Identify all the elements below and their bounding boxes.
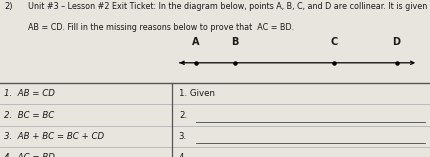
Text: 1.  AB = CD: 1. AB = CD	[4, 89, 55, 98]
Text: 3.  AB + BC = BC + CD: 3. AB + BC = BC + CD	[4, 132, 104, 141]
Text: A: A	[192, 37, 200, 47]
Text: 2): 2)	[4, 2, 13, 11]
Text: AB = CD. Fill in the missing reasons below to prove that  AC = BD.: AB = CD. Fill in the missing reasons bel…	[28, 23, 293, 32]
Text: 1. Given: 1. Given	[178, 89, 215, 98]
Text: 2.  BC = BC: 2. BC = BC	[4, 111, 55, 119]
Text: D: D	[392, 37, 399, 47]
Text: B: B	[230, 37, 238, 47]
Text: 2.: 2.	[178, 111, 187, 119]
Text: Unit #3 – Lesson #2 Exit Ticket: In the diagram below, points A, B, C, and D are: Unit #3 – Lesson #2 Exit Ticket: In the …	[28, 2, 430, 11]
Text: 4.  AC = BD: 4. AC = BD	[4, 153, 55, 157]
Text: 4.: 4.	[178, 153, 187, 157]
Text: C: C	[330, 37, 337, 47]
Text: 3.: 3.	[178, 132, 187, 141]
